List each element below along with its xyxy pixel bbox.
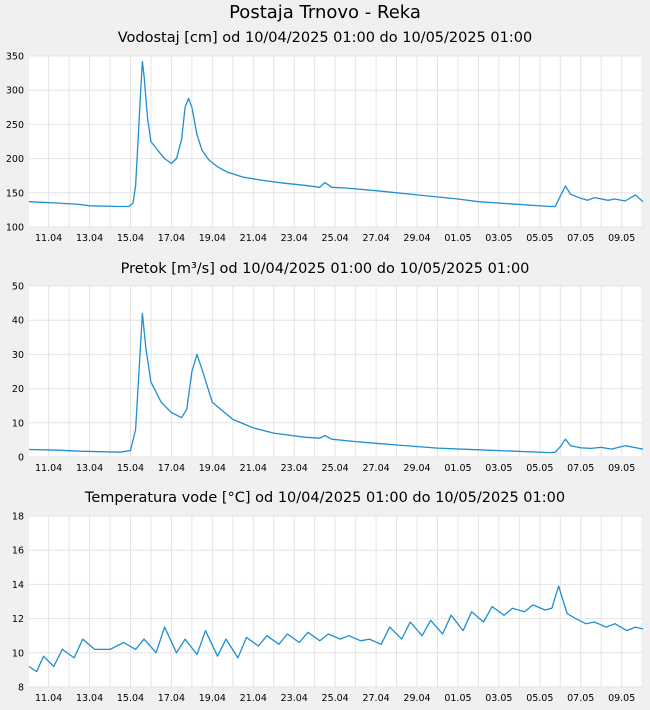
- y-tick-label: 10: [12, 648, 24, 659]
- y-tick-label: 250: [6, 120, 24, 131]
- y-tick-label: 50: [12, 282, 24, 293]
- x-tick-label: 15.04: [117, 693, 144, 704]
- y-tick-label: 30: [12, 350, 24, 361]
- x-tick-label: 07.05: [567, 693, 594, 704]
- y-tick-label: 150: [6, 188, 24, 199]
- x-tick-label: 27.04: [362, 693, 389, 704]
- x-tick-label: 25.04: [322, 463, 349, 474]
- y-tick-label: 20: [12, 384, 24, 395]
- x-tick-label: 25.04: [322, 233, 349, 244]
- series-line-water-level: [28, 60, 644, 208]
- x-tick-label: 29.04: [403, 233, 430, 244]
- y-tick-label: 16: [12, 546, 24, 557]
- x-tick-label: 09.05: [608, 463, 635, 474]
- x-tick-label: 19.04: [199, 233, 226, 244]
- x-tick-label: 21.04: [240, 463, 267, 474]
- series-line-discharge: [28, 312, 644, 454]
- x-tick-label: 11.04: [35, 463, 62, 474]
- x-tick-label: 05.05: [526, 233, 553, 244]
- chart-title-discharge: Pretok [m³/s] od 10/04/2025 01:00 do 10/…: [120, 261, 530, 277]
- x-tick-label: 25.04: [322, 693, 349, 704]
- x-tick-label: 27.04: [362, 233, 389, 244]
- plot-area-water-level: [29, 56, 643, 227]
- x-tick-label: 27.04: [362, 463, 389, 474]
- y-tick-label: 8: [18, 683, 24, 694]
- y-tick-label: 18: [12, 512, 24, 523]
- x-tick-label: 15.04: [117, 463, 144, 474]
- x-tick-label: 01.05: [444, 233, 471, 244]
- y-tick-label: 0: [18, 453, 24, 464]
- x-tick-label: 17.04: [158, 693, 185, 704]
- y-tick-label: 100: [6, 223, 24, 234]
- chart-title-water-level: Vodostaj [cm] od 10/04/2025 01:00 do 10/…: [117, 30, 533, 46]
- x-tick-label: 11.04: [35, 693, 62, 704]
- y-tick-label: 200: [6, 154, 24, 165]
- x-tick-label: 13.04: [76, 693, 103, 704]
- x-tick-label: 19.04: [199, 693, 226, 704]
- x-tick-label: 13.04: [76, 463, 103, 474]
- x-tick-label: 23.04: [281, 693, 308, 704]
- x-tick-label: 23.04: [281, 463, 308, 474]
- x-tick-label: 17.04: [158, 463, 185, 474]
- page-title: Postaja Trnovo - Reka: [229, 2, 421, 23]
- plot-area-discharge: [29, 286, 643, 457]
- x-tick-label: 07.05: [567, 233, 594, 244]
- x-tick-label: 29.04: [403, 463, 430, 474]
- x-tick-label: 03.05: [485, 233, 512, 244]
- x-tick-label: 17.04: [158, 233, 185, 244]
- y-tick-label: 12: [12, 614, 24, 625]
- x-tick-label: 07.05: [567, 463, 594, 474]
- x-tick-label: 19.04: [199, 463, 226, 474]
- plot-area-water-temperature: [29, 516, 643, 687]
- x-tick-label: 21.04: [240, 693, 267, 704]
- chart-title-water-temperature: Temperatura vode [°C] od 10/04/2025 01:0…: [84, 490, 566, 506]
- y-tick-label: 300: [6, 86, 24, 97]
- x-tick-label: 21.04: [240, 233, 267, 244]
- x-tick-label: 29.04: [403, 693, 430, 704]
- x-tick-label: 09.05: [608, 233, 635, 244]
- y-tick-label: 10: [12, 418, 24, 429]
- y-tick-label: 350: [6, 52, 24, 63]
- x-tick-label: 11.04: [35, 233, 62, 244]
- y-tick-label: 40: [12, 316, 24, 327]
- y-tick-label: 14: [12, 580, 24, 591]
- x-tick-label: 01.05: [444, 463, 471, 474]
- x-tick-label: 15.04: [117, 233, 144, 244]
- x-tick-label: 23.04: [281, 233, 308, 244]
- x-tick-label: 05.05: [526, 463, 553, 474]
- x-tick-label: 05.05: [526, 693, 553, 704]
- x-tick-label: 09.05: [608, 693, 635, 704]
- x-tick-label: 03.05: [485, 693, 512, 704]
- series-line-water-temperature: [28, 585, 644, 673]
- x-tick-label: 03.05: [485, 463, 512, 474]
- x-tick-label: 01.05: [444, 693, 471, 704]
- x-tick-label: 13.04: [76, 233, 103, 244]
